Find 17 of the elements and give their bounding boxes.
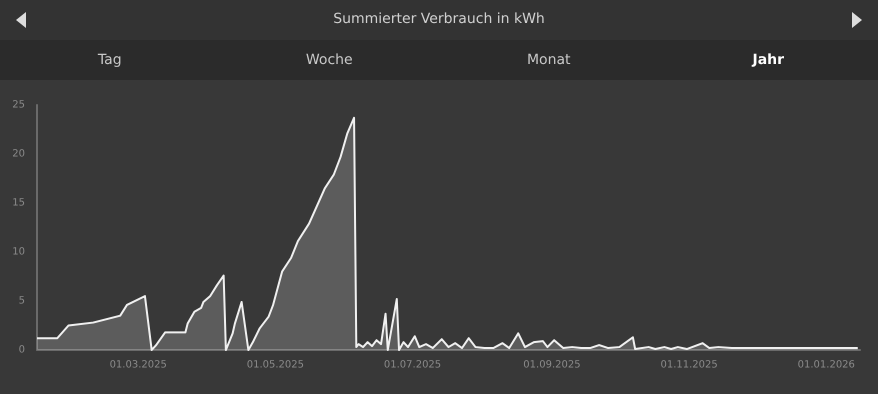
text: Jahr xyxy=(750,51,786,70)
x-tick-label: 01.01.2026 xyxy=(798,360,855,370)
y-tick-label: 20 xyxy=(12,148,25,160)
y-tick-label: 0 xyxy=(18,344,25,356)
text: Monat xyxy=(526,51,572,70)
y-tick-label: 5 xyxy=(18,296,25,306)
x-tick-label: 01.05.2025 xyxy=(246,360,304,370)
x-tick-label: 01.03.2025 xyxy=(110,360,167,370)
y-tick-label: 25 xyxy=(12,100,25,110)
x-tick-label: 01.09.2025 xyxy=(523,360,581,370)
text: Woche xyxy=(304,51,354,70)
y-tick-label: 15 xyxy=(12,198,25,208)
chart-title: Summierter Verbrauch in kWh xyxy=(332,11,546,27)
text: Tag xyxy=(96,51,123,70)
x-tick-label: 01.11.2025 xyxy=(660,360,718,370)
x-tick-label: 01.07.2025 xyxy=(384,360,442,370)
y-tick-label: 10 xyxy=(12,246,25,258)
